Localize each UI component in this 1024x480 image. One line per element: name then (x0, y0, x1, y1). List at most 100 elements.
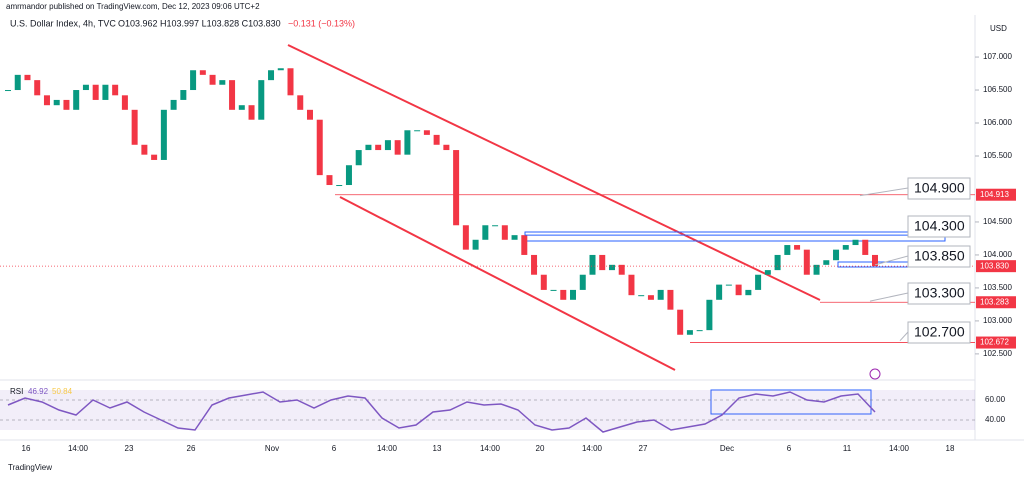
candle (112, 84, 119, 96)
candle (345, 165, 352, 186)
candle (667, 289, 674, 310)
candle (199, 70, 206, 75)
candle (151, 154, 158, 160)
candle (414, 130, 421, 132)
x-tick-label: 27 (639, 444, 648, 453)
y-tick-label: 107.000 (983, 52, 1012, 61)
x-tick-label: 14:00 (889, 444, 910, 453)
candle (53, 99, 60, 106)
candle (511, 235, 518, 240)
candle (560, 289, 567, 300)
candle (433, 134, 440, 145)
y-tick-label: 106.000 (983, 118, 1012, 127)
callout-box (907, 321, 971, 344)
price-tag-label: 103.283 (980, 297, 1009, 306)
candle (404, 130, 411, 155)
x-tick-label: 18 (946, 444, 955, 453)
candle (258, 80, 265, 120)
candle (443, 144, 450, 151)
candle (423, 130, 430, 135)
candle (209, 74, 216, 85)
candle (277, 68, 284, 71)
price-tag-label: 104.913 (980, 190, 1009, 199)
candle (628, 274, 635, 296)
candle (316, 119, 323, 176)
candle (540, 274, 547, 290)
candle (579, 274, 586, 290)
candle (862, 239, 869, 255)
candle (355, 150, 362, 166)
candle (462, 225, 469, 250)
price-tag (976, 336, 1016, 349)
candle (375, 144, 382, 151)
candle (472, 239, 479, 250)
candle (686, 330, 693, 335)
candle (774, 254, 781, 271)
candle (160, 109, 167, 160)
rsi-value: 46.92 (28, 387, 49, 396)
callout-box (907, 215, 971, 238)
price-tag-label: 103.830 (980, 261, 1009, 270)
candle (638, 295, 645, 297)
candle (326, 175, 333, 186)
candle (735, 284, 742, 296)
callout-leader (859, 187, 909, 197)
callout-box (907, 282, 971, 305)
candle (63, 99, 70, 110)
x-tick-label: Dec (720, 444, 734, 453)
candle (73, 90, 80, 110)
candle (677, 309, 684, 335)
price-tag (976, 296, 1016, 309)
x-tick-label: 14:00 (68, 444, 89, 453)
candle (823, 260, 830, 265)
x-tick-label: 6 (787, 444, 792, 453)
candle (521, 235, 528, 255)
rsi-ma: 50.84 (52, 387, 73, 396)
y-tick-label: 103.500 (983, 283, 1012, 292)
candle (482, 225, 489, 240)
candle (131, 109, 138, 145)
candle (238, 105, 245, 110)
candle (833, 249, 840, 261)
candle (141, 144, 148, 155)
y-tick-label: 106.500 (983, 85, 1012, 94)
x-tick-label: 23 (125, 444, 134, 453)
callout-label: 103.300 (914, 285, 965, 301)
candle (725, 284, 732, 286)
change: −0.131 (−0.13%) (288, 18, 355, 28)
candle (492, 225, 499, 227)
y-tick-label: 40.00 (985, 415, 1006, 424)
candle (599, 254, 606, 271)
callout-label: 104.300 (914, 218, 965, 234)
callout-label: 102.700 (914, 324, 965, 340)
candle (852, 239, 859, 246)
candle (531, 254, 538, 275)
candle (24, 74, 31, 81)
candle (794, 245, 801, 250)
candle (716, 284, 723, 300)
candle (34, 80, 41, 96)
candle (608, 264, 615, 271)
x-tick-label: 14:00 (480, 444, 501, 453)
y-tick-label: 104.000 (983, 250, 1012, 259)
candle (647, 295, 654, 300)
candle (229, 80, 236, 110)
symbol: U.S. Dollar Index, 4h, TVC (10, 18, 116, 28)
candle (394, 140, 401, 155)
candle (813, 264, 820, 275)
callout-leader (899, 331, 909, 342)
x-tick-label: 13 (433, 444, 442, 453)
candle (102, 84, 109, 100)
candle (501, 225, 508, 240)
candle (121, 95, 128, 110)
candle (297, 95, 304, 110)
candle (190, 70, 197, 91)
channel-lower (339, 196, 676, 371)
callout-label: 104.900 (914, 180, 965, 196)
rsi-zone (710, 389, 872, 415)
candle (706, 299, 713, 331)
candle (306, 109, 313, 120)
candle (570, 289, 577, 300)
ohlc: O103.962 H103.997 L103.828 C103.830 (118, 18, 281, 28)
